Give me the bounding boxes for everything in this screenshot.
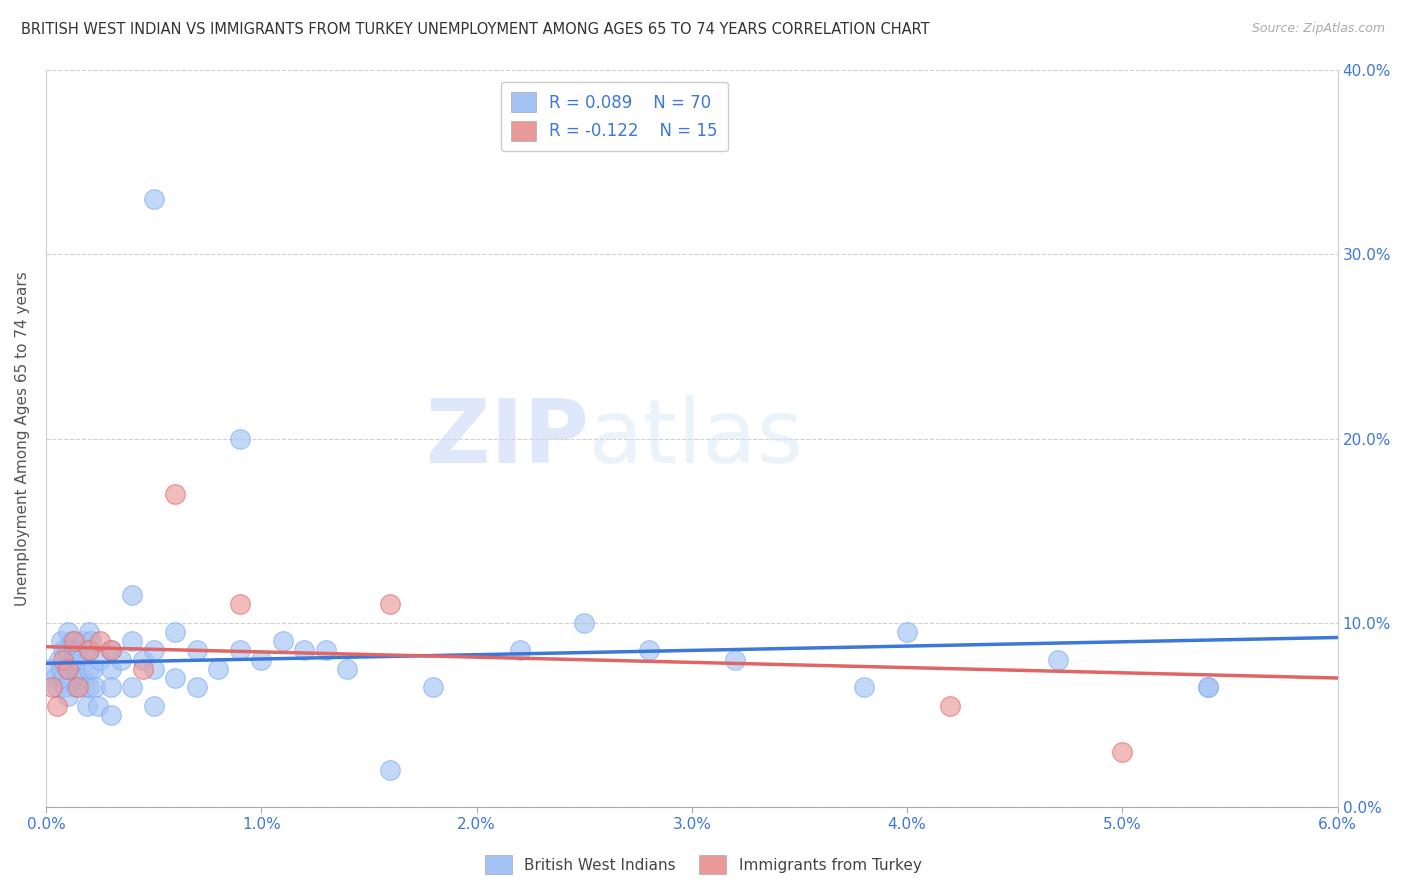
Point bbox=[100, 680, 122, 694]
Point bbox=[52, 671, 75, 685]
Point bbox=[48, 652, 70, 666]
Point bbox=[76, 698, 98, 713]
Point bbox=[315, 643, 337, 657]
Text: ZIP: ZIP bbox=[426, 395, 589, 482]
Point bbox=[49, 634, 72, 648]
Point bbox=[67, 680, 90, 694]
Point bbox=[77, 662, 100, 676]
Point bbox=[186, 643, 208, 657]
Point bbox=[186, 680, 208, 694]
Point bbox=[73, 680, 96, 694]
Point bbox=[110, 652, 132, 666]
Point bbox=[52, 652, 75, 666]
Point bbox=[228, 643, 250, 657]
Point bbox=[853, 680, 876, 694]
Point bbox=[142, 698, 165, 713]
Point bbox=[100, 643, 122, 657]
Point bbox=[380, 597, 402, 611]
Point bbox=[77, 624, 100, 639]
Point bbox=[121, 680, 143, 694]
Point bbox=[1198, 680, 1220, 694]
Point bbox=[250, 652, 273, 666]
Point bbox=[939, 698, 962, 713]
Point bbox=[77, 643, 100, 657]
Text: atlas: atlas bbox=[589, 395, 804, 482]
Point bbox=[72, 671, 94, 685]
Point bbox=[165, 487, 187, 501]
Point bbox=[100, 662, 122, 676]
Point bbox=[41, 680, 63, 694]
Point bbox=[292, 643, 315, 657]
Point bbox=[45, 680, 67, 694]
Point bbox=[60, 634, 83, 648]
Y-axis label: Unemployment Among Ages 65 to 74 years: Unemployment Among Ages 65 to 74 years bbox=[15, 271, 30, 606]
Point bbox=[39, 662, 62, 676]
Point bbox=[896, 624, 918, 639]
Point bbox=[49, 662, 72, 676]
Point bbox=[53, 680, 76, 694]
Point bbox=[637, 643, 659, 657]
Point bbox=[100, 707, 122, 722]
Point bbox=[45, 698, 67, 713]
Point bbox=[380, 763, 402, 777]
Point bbox=[422, 680, 444, 694]
Legend: R = 0.089    N = 70, R = -0.122    N = 15: R = 0.089 N = 70, R = -0.122 N = 15 bbox=[501, 82, 728, 151]
Point bbox=[77, 680, 100, 694]
Point bbox=[121, 634, 143, 648]
Point bbox=[69, 652, 91, 666]
Point bbox=[100, 643, 122, 657]
Point bbox=[89, 634, 111, 648]
Point bbox=[228, 432, 250, 446]
Point bbox=[509, 643, 531, 657]
Point bbox=[132, 662, 155, 676]
Point bbox=[56, 690, 79, 704]
Point bbox=[121, 588, 143, 602]
Point bbox=[89, 652, 111, 666]
Point bbox=[724, 652, 747, 666]
Point bbox=[52, 643, 75, 657]
Point bbox=[63, 634, 86, 648]
Text: BRITISH WEST INDIAN VS IMMIGRANTS FROM TURKEY UNEMPLOYMENT AMONG AGES 65 TO 74 Y: BRITISH WEST INDIAN VS IMMIGRANTS FROM T… bbox=[21, 22, 929, 37]
Text: Source: ZipAtlas.com: Source: ZipAtlas.com bbox=[1251, 22, 1385, 36]
Point bbox=[207, 662, 229, 676]
Point bbox=[572, 615, 595, 630]
Point bbox=[1046, 652, 1069, 666]
Point bbox=[82, 662, 104, 676]
Legend: British West Indians, Immigrants from Turkey: British West Indians, Immigrants from Tu… bbox=[478, 849, 928, 880]
Point bbox=[1198, 680, 1220, 694]
Point bbox=[271, 634, 294, 648]
Point bbox=[165, 624, 187, 639]
Point bbox=[63, 652, 86, 666]
Point bbox=[65, 662, 87, 676]
Point bbox=[80, 634, 103, 648]
Point bbox=[44, 671, 66, 685]
Point bbox=[1111, 745, 1133, 759]
Point bbox=[142, 192, 165, 206]
Point bbox=[72, 634, 94, 648]
Point bbox=[142, 643, 165, 657]
Point bbox=[84, 680, 107, 694]
Point bbox=[56, 643, 79, 657]
Point bbox=[56, 662, 79, 676]
Point bbox=[228, 597, 250, 611]
Point bbox=[77, 643, 100, 657]
Point bbox=[67, 671, 90, 685]
Point bbox=[65, 680, 87, 694]
Point bbox=[86, 698, 108, 713]
Point bbox=[132, 652, 155, 666]
Point bbox=[56, 624, 79, 639]
Point bbox=[67, 643, 90, 657]
Point bbox=[165, 671, 187, 685]
Point bbox=[336, 662, 359, 676]
Point bbox=[63, 643, 86, 657]
Point bbox=[56, 662, 79, 676]
Point bbox=[142, 662, 165, 676]
